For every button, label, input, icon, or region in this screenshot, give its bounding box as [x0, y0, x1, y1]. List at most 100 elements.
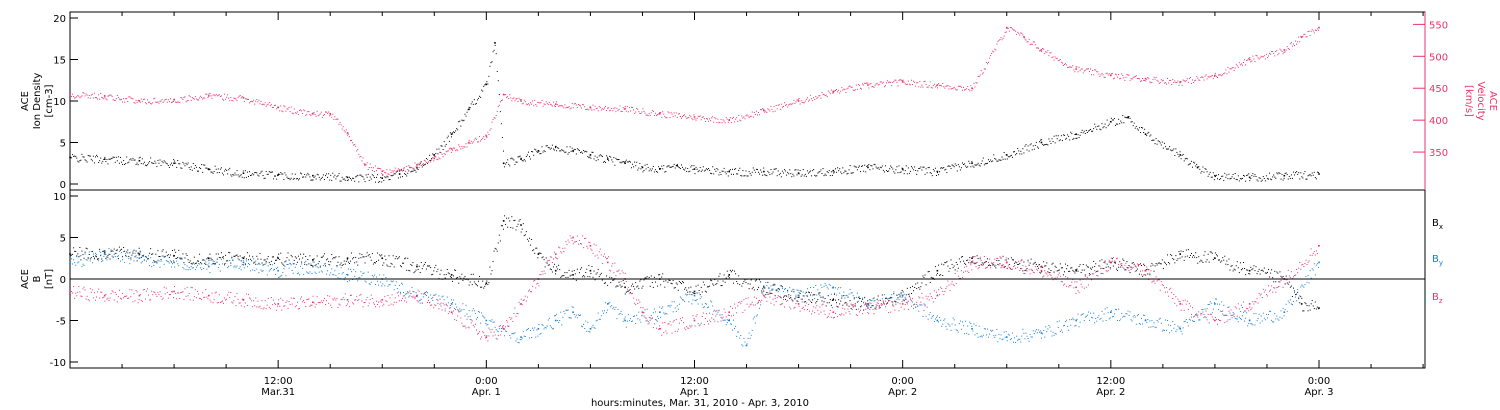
density-dot: [1121, 122, 1123, 124]
bfield-dot: [1000, 257, 1002, 259]
velocity-dot: [331, 116, 333, 118]
density-dot: [700, 170, 702, 172]
bfield-dot: [298, 274, 300, 276]
density-dot: [410, 171, 412, 173]
velocity-dot: [1196, 76, 1198, 78]
density-dot: [229, 167, 231, 169]
density-dot: [924, 173, 926, 175]
velocity-dot: [1081, 68, 1083, 70]
density-dot: [1068, 135, 1070, 137]
bfield-dot: [654, 281, 656, 283]
velocity-dot: [1192, 79, 1194, 81]
x-tick-label-time: 12:00: [264, 376, 293, 387]
bfield-dot: [326, 259, 328, 261]
bfield-dot: [682, 299, 684, 301]
bfield-dot: [1147, 319, 1149, 321]
density-dot: [1152, 139, 1154, 141]
velocity-dot: [217, 94, 219, 96]
velocity-dot: [982, 72, 984, 74]
bfield-dot: [1020, 341, 1022, 343]
velocity-dot: [145, 103, 147, 105]
bfield-dot: [628, 320, 630, 322]
density-dot: [1246, 174, 1248, 176]
density-dot: [502, 150, 504, 152]
velocity-dot: [882, 81, 884, 83]
density-dot: [1127, 116, 1129, 118]
bfield-dot: [479, 275, 481, 277]
velocity-series-0-point-13: [416, 164, 418, 166]
density-dot: [1100, 129, 1102, 131]
bfield-dot: [252, 269, 254, 271]
density-dot: [794, 169, 796, 171]
bfield-dot: [431, 298, 433, 300]
bfield-dot: [405, 257, 407, 259]
velocity-dot: [523, 99, 525, 101]
velocity-dot: [761, 109, 763, 111]
bfield-dot: [1227, 264, 1229, 266]
bfield-dot: [795, 294, 797, 296]
velocity-dot: [574, 102, 576, 104]
velocity-dot: [1277, 54, 1279, 56]
bfield-dot: [929, 281, 931, 283]
density-dot: [302, 176, 304, 178]
velocity-dot: [877, 84, 879, 86]
bfield-dot: [336, 265, 338, 267]
density-dot: [254, 172, 256, 174]
bfield-dot: [950, 329, 952, 331]
bfield-dot: [1241, 268, 1243, 270]
velocity-dot: [886, 82, 888, 84]
bfield-dot: [547, 264, 549, 266]
density-dot: [1173, 148, 1175, 150]
velocity-dot: [419, 161, 421, 163]
bfield-dot: [1205, 317, 1207, 319]
bfield-series-1-point-12: [485, 319, 488, 322]
velocity-dot: [175, 101, 177, 103]
bfield-dot: [855, 296, 857, 298]
bfield-dot: [805, 295, 807, 297]
bfield-dot: [715, 283, 717, 285]
density-dot: [224, 170, 226, 172]
bfield-dot: [1087, 311, 1089, 313]
bfield-dot: [319, 266, 321, 268]
velocity-dot: [1189, 77, 1191, 79]
bfield-dot: [1249, 273, 1251, 275]
density-dot: [77, 160, 79, 162]
velocity-dot: [130, 97, 132, 99]
velocity-dot: [896, 81, 898, 83]
velocity-dot: [211, 97, 213, 99]
bfield-dot: [585, 272, 587, 274]
bfield-dot: [572, 306, 574, 308]
velocity-dot: [733, 116, 735, 118]
density-dot: [769, 174, 771, 176]
velocity-dot: [1167, 77, 1169, 79]
bfield-dot: [230, 262, 232, 264]
top-left-tick-label: 15: [53, 56, 66, 67]
velocity-dot: [1040, 50, 1042, 52]
bfield-dot: [1118, 266, 1120, 268]
density-dot: [780, 176, 782, 178]
bfield-dot: [566, 309, 568, 311]
bfield-dot: [1170, 254, 1172, 256]
density-dot: [651, 168, 653, 170]
velocity-dot: [296, 111, 298, 113]
velocity-dot: [234, 97, 236, 99]
bfield-dot: [768, 288, 770, 290]
bfield-dot: [209, 253, 211, 255]
velocity-dot: [995, 49, 997, 51]
bfield-dot: [866, 304, 868, 306]
bfield-dot: [1208, 304, 1210, 306]
density-dot: [1162, 147, 1164, 149]
density-dot: [1229, 178, 1231, 180]
bfield-dot: [382, 283, 384, 285]
velocity-dot: [83, 92, 85, 94]
velocity-dot: [1276, 50, 1278, 52]
bfield-dot: [659, 274, 661, 276]
bfield-series-1-point-30: [936, 319, 939, 322]
density-dot: [310, 179, 312, 181]
bfield-dot: [460, 310, 462, 312]
density-dot: [775, 168, 777, 170]
bfield-dot: [1212, 259, 1214, 261]
density-dot: [971, 161, 973, 163]
density-dot: [1315, 178, 1317, 180]
bfield-dot: [290, 264, 292, 266]
